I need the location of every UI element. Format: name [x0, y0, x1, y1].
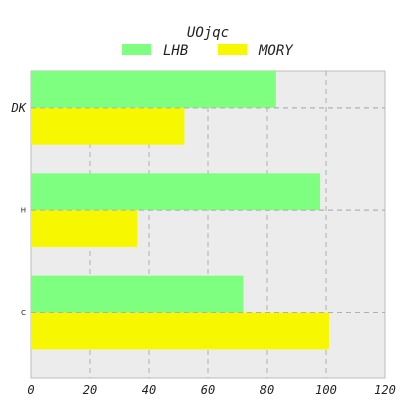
legend-item-mory: MORY: [218, 43, 294, 59]
bar-lhb-0: [31, 71, 276, 108]
legend-label: LHB: [163, 43, 188, 59]
x-tick-label: 80: [260, 383, 274, 397]
legend: LHB MORY: [122, 43, 294, 59]
x-tick-label: 40: [142, 383, 156, 397]
bar-lhb-2: [31, 275, 244, 313]
bar-mory-0: [31, 107, 185, 145]
legend-swatch: [122, 44, 151, 55]
legend-label: MORY: [258, 43, 294, 59]
x-axis-ticks: 0 20 40 60 80 100 120: [27, 383, 395, 397]
chart-title: UOjqc: [187, 25, 229, 41]
x-tick-label: 20: [83, 383, 97, 397]
y-category-label: C: [21, 309, 26, 317]
x-tick-label: 60: [201, 383, 215, 397]
y-category-label: H: [21, 207, 26, 215]
legend-item-lhb: LHB: [122, 43, 188, 59]
bar-mory-1: [31, 210, 138, 248]
bar-lhb-1: [31, 173, 321, 211]
x-tick-label: 100: [315, 383, 337, 397]
bars: [31, 71, 385, 350]
y-category-label: DK: [11, 101, 27, 115]
legend-swatch: [218, 44, 247, 55]
bar-mory-2: [31, 312, 329, 350]
x-tick-label: 0: [27, 383, 34, 397]
y-axis-categories: DK H C: [11, 101, 27, 317]
x-tick-label: 120: [374, 383, 396, 397]
